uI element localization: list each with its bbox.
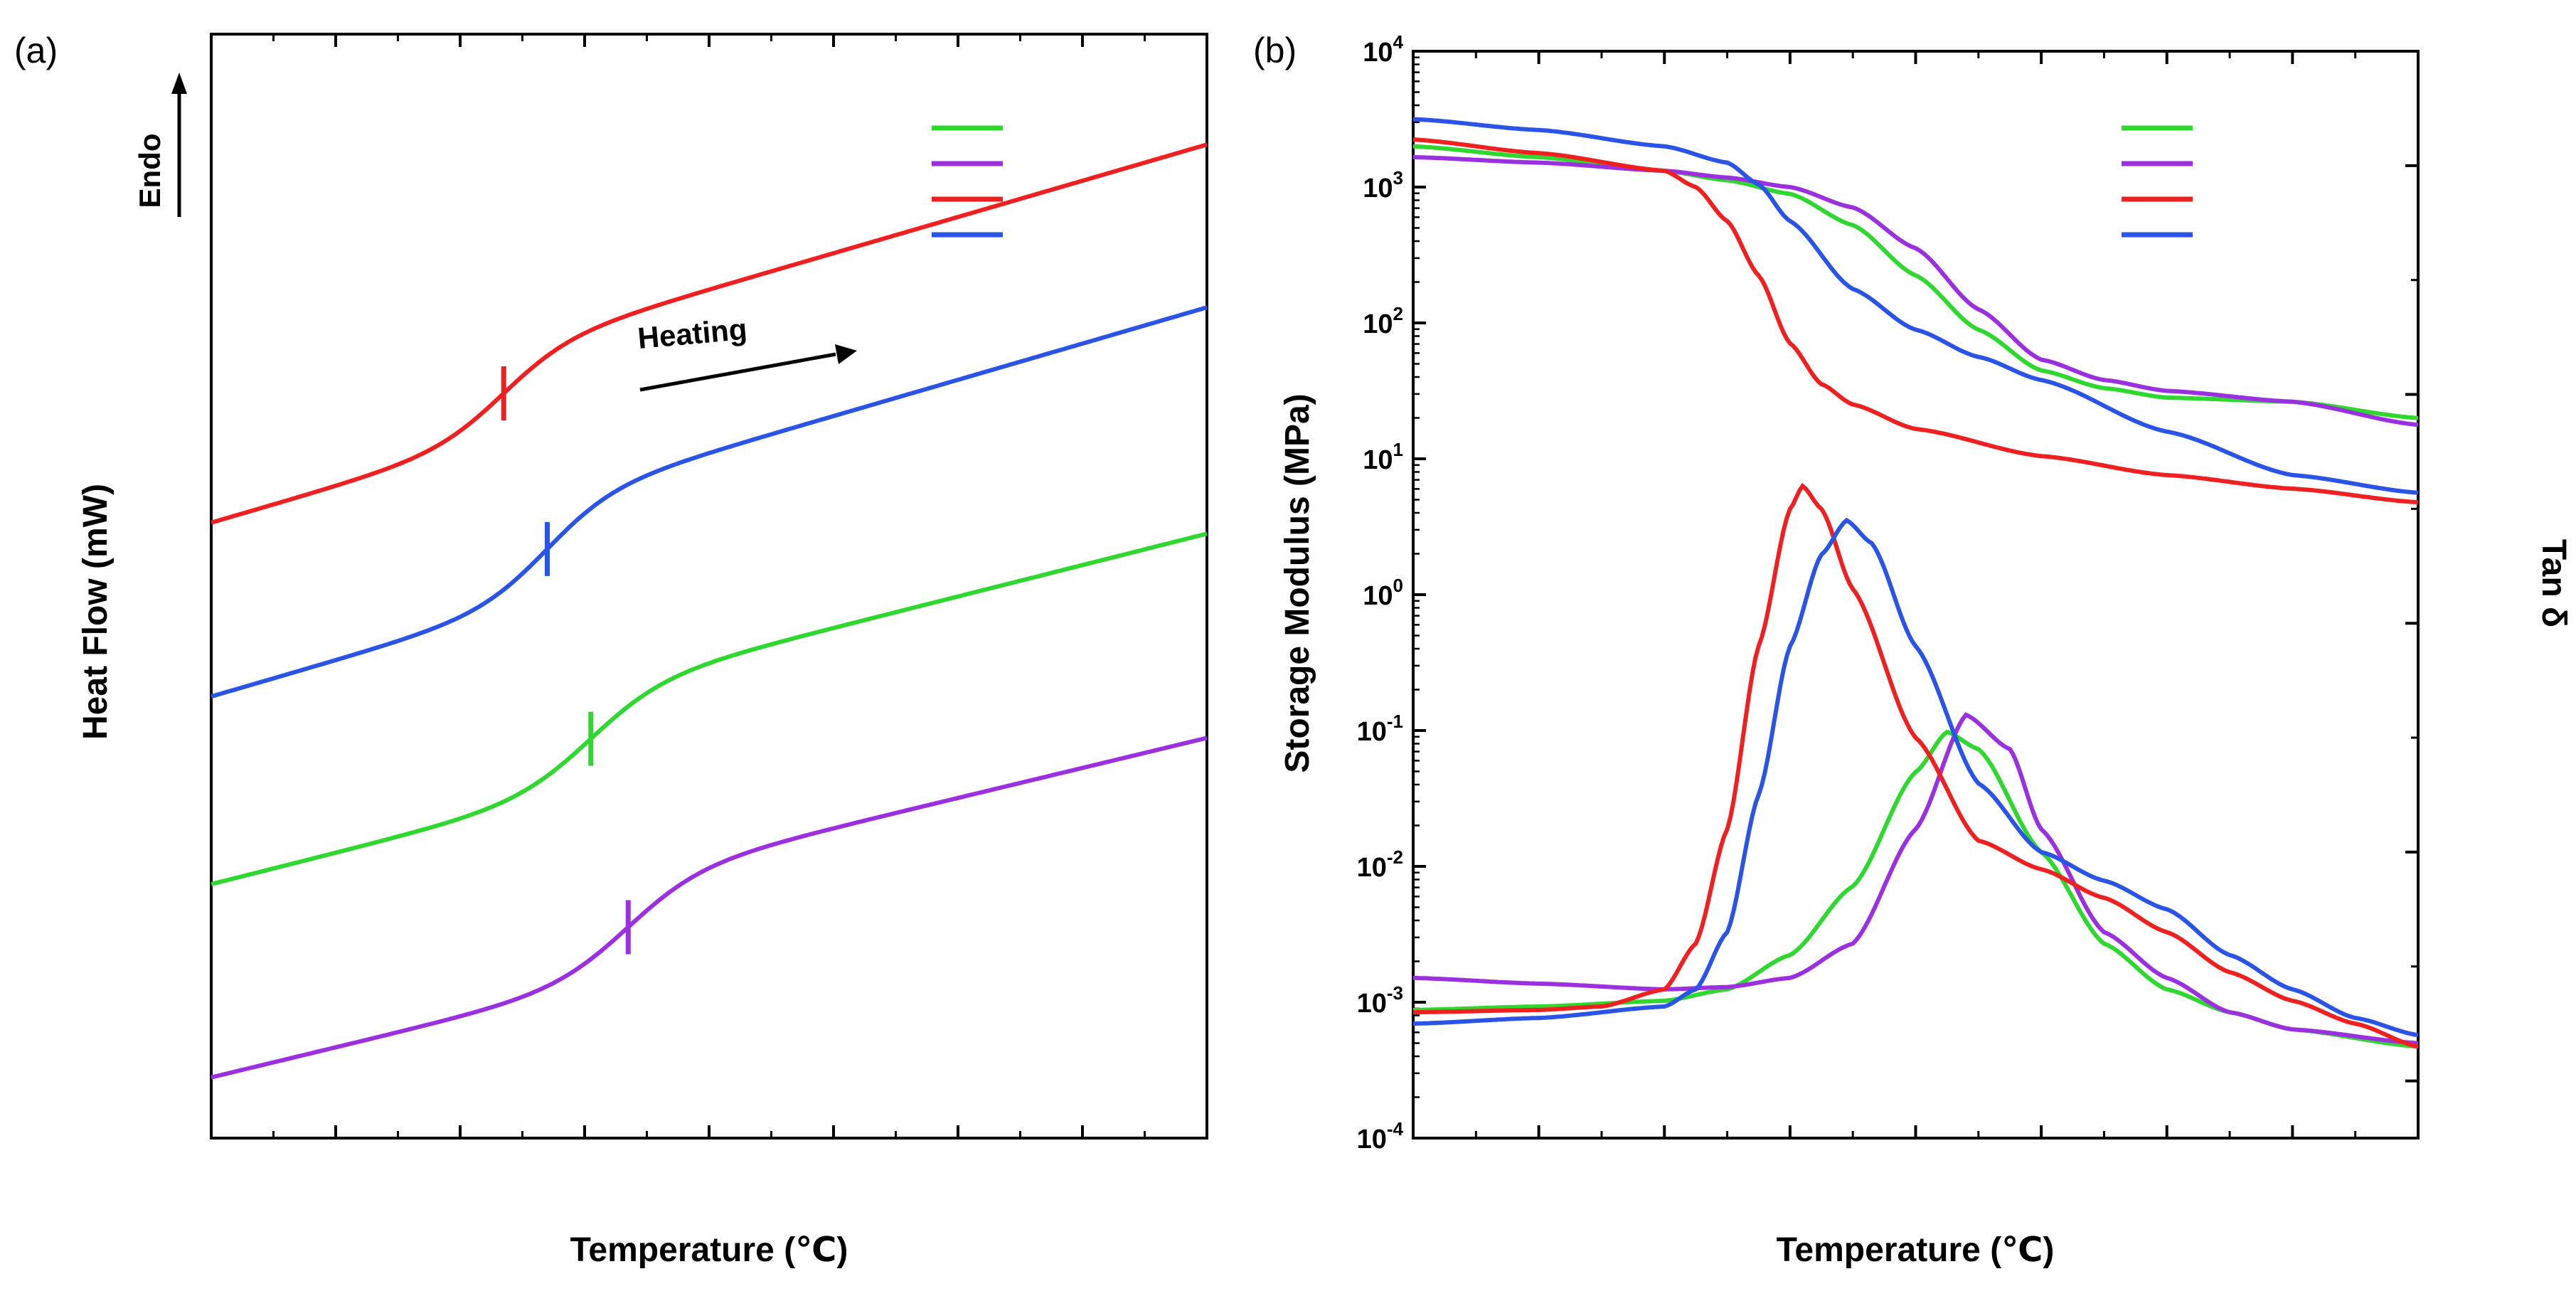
panel-b-curves bbox=[1412, 117, 2419, 1049]
y-tick-exponent: 4 bbox=[1393, 31, 1404, 53]
storage-modulus-curve-lce-i1 bbox=[1412, 155, 2419, 427]
panel-a-y-axis-label: Heat Flow (mW) bbox=[77, 484, 115, 740]
panel-a-label: (a) bbox=[14, 31, 58, 70]
y-tick-exponent: 1 bbox=[1393, 439, 1403, 460]
panel-a-curves bbox=[211, 142, 1208, 1080]
panel-a-dsc-chart: (a) Endo Heating Temperature (℃) Heat Fl… bbox=[14, 31, 1208, 1269]
y-tick-label: 102 bbox=[1363, 303, 1403, 339]
tan-delta-curve-lce-n2 bbox=[1412, 482, 2419, 1049]
panel-b-label: (b) bbox=[1253, 31, 1297, 70]
y-tick-base: 10 bbox=[1363, 445, 1393, 475]
y-tick-base: 10 bbox=[1363, 581, 1393, 611]
y-tick-label: 10-4 bbox=[1357, 1118, 1404, 1154]
storage-modulus-curve-lce-n1 bbox=[1412, 144, 2419, 420]
y-tick-label: 10-3 bbox=[1357, 982, 1403, 1019]
y-tick-exponent: -1 bbox=[1387, 711, 1403, 732]
panel-a-x-axis-label: Temperature (℃) bbox=[570, 1231, 848, 1269]
panel-b-y2-axis-label: Tan δ bbox=[2535, 539, 2572, 627]
y-tick-exponent: -4 bbox=[1387, 1118, 1404, 1140]
y-tick-base: 10 bbox=[1357, 853, 1387, 883]
y-tick-label: 100 bbox=[1363, 575, 1403, 611]
dsc-curve-lce-i1 bbox=[211, 735, 1208, 1080]
endo-label: Endo bbox=[133, 134, 166, 208]
heating-label: Heating bbox=[637, 312, 749, 355]
y-tick-exponent: 2 bbox=[1393, 303, 1403, 324]
y-tick-base: 10 bbox=[1357, 717, 1387, 747]
heating-arrow bbox=[639, 352, 836, 392]
y-tick-label: 10-1 bbox=[1357, 711, 1403, 747]
y-tick-base: 10 bbox=[1357, 1125, 1387, 1154]
storage-modulus-curve-lce-i2 bbox=[1412, 117, 2419, 495]
dsc-curve-lce-i2 bbox=[211, 305, 1208, 699]
y-tick-exponent: 3 bbox=[1393, 167, 1403, 188]
panel-b-y-axis-label: Storage Modulus (MPa) bbox=[1279, 393, 1316, 772]
storage-modulus-curve-lce-n2 bbox=[1412, 137, 2419, 505]
panel-a-plot-frame bbox=[210, 33, 1208, 1140]
heating-arrowhead bbox=[835, 344, 857, 364]
tan-delta-curve-lce-i2 bbox=[1412, 517, 2419, 1038]
y-tick-exponent: 0 bbox=[1393, 575, 1403, 596]
panel-a-x-ticks bbox=[210, 34, 1208, 1138]
y-tick-label: 101 bbox=[1363, 439, 1403, 475]
endo-arrowhead bbox=[171, 73, 187, 94]
y-tick-exponent: -2 bbox=[1387, 846, 1403, 868]
panel-a-legend bbox=[932, 125, 1003, 238]
y-tick-base: 10 bbox=[1363, 174, 1393, 203]
y-tick-base: 10 bbox=[1363, 38, 1393, 68]
y-tick-label: 103 bbox=[1363, 167, 1403, 203]
panel-b-x-axis-label: Temperature (℃) bbox=[1777, 1231, 2055, 1269]
dsc-curve-lce-n1 bbox=[211, 531, 1208, 886]
y-tick-base: 10 bbox=[1357, 989, 1387, 1019]
y-tick-label: 104 bbox=[1363, 31, 1403, 68]
tan-delta-curve-lce-n1 bbox=[1412, 729, 2419, 1049]
panel-b-y2-ticks bbox=[2405, 164, 2418, 1083]
panel-a-tg-markers bbox=[501, 366, 631, 955]
y-tick-label: 10-2 bbox=[1357, 846, 1403, 883]
tan-delta-curve-lce-i1 bbox=[1412, 712, 2419, 1046]
y-tick-base: 10 bbox=[1363, 309, 1393, 339]
panel-b-legend bbox=[2122, 125, 2193, 238]
dsc-curve-lce-n2 bbox=[211, 142, 1208, 525]
y-tick-exponent: -3 bbox=[1387, 982, 1403, 1004]
